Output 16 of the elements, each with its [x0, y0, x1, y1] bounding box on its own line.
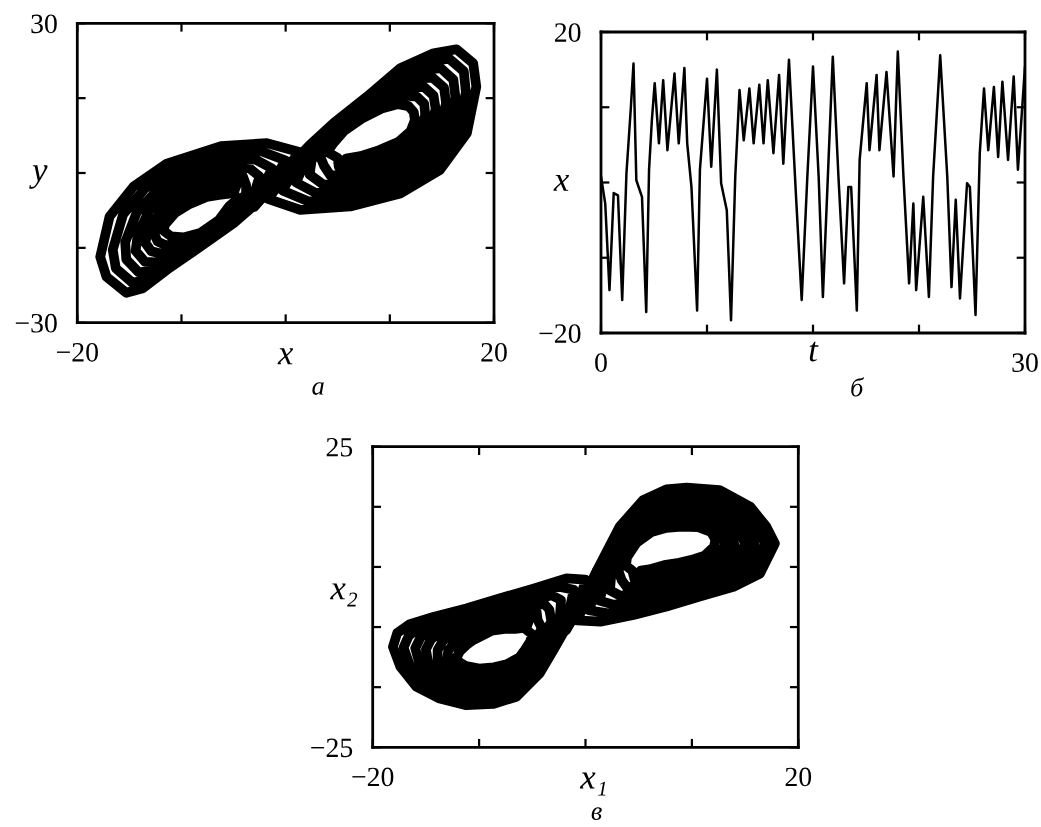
y-axis-title: y	[29, 165, 48, 189]
text: в	[591, 807, 602, 821]
y-tick-label: 25	[326, 437, 353, 457]
y-axis-title: x	[553, 174, 570, 191]
x-tick-label: 20	[481, 342, 507, 362]
text: а	[312, 382, 324, 395]
y-tick-label: −25	[311, 738, 353, 758]
x-tick-label: 0	[595, 353, 607, 372]
y-tick-label: −30	[15, 313, 57, 333]
x-axis-title: t	[809, 341, 819, 362]
y-axis-title: x₂	[330, 583, 358, 607]
x-tick-label: 30	[1012, 353, 1038, 372]
x-axis-title: x	[277, 348, 294, 365]
text: б	[851, 377, 865, 397]
x-tick-label: −20	[56, 342, 98, 362]
x-axis-title: x₁	[579, 772, 606, 796]
